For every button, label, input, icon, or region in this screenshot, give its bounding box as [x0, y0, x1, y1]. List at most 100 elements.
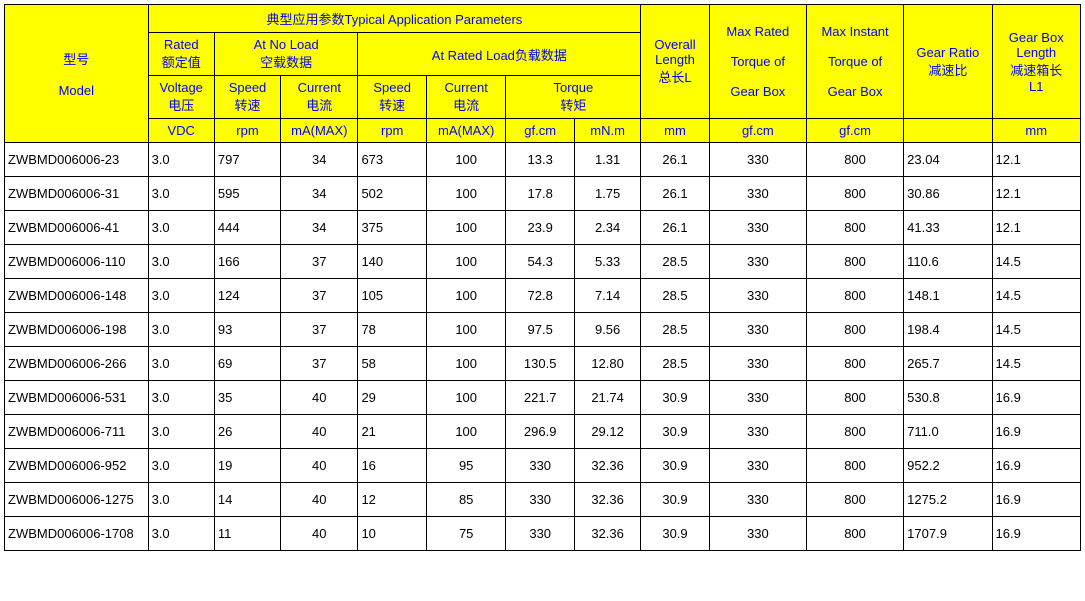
overall-length-cell: 28.5: [641, 245, 709, 279]
model-cell: ZWBMD006006-266: [5, 347, 149, 381]
torque-gfcm-cell: 296.9: [506, 415, 574, 449]
max-instant-torque-cell: 800: [806, 143, 903, 177]
header-rated-current: Current电流: [426, 76, 506, 119]
max-instant-torque-cell: 800: [806, 211, 903, 245]
table-row: ZWBMD006006-9523.01940169533032.3630.933…: [5, 449, 1081, 483]
max-instant-torque-cell: 800: [806, 279, 903, 313]
noload-speed-cell: 14: [214, 483, 280, 517]
unit-gfcm-torque: gf.cm: [506, 119, 574, 143]
unit-rpm-rated: rpm: [358, 119, 426, 143]
max-instant-torque-cell: 800: [806, 381, 903, 415]
noload-speed-cell: 26: [214, 415, 280, 449]
torque-mnm-cell: 1.31: [574, 143, 640, 177]
noload-current-cell: 37: [281, 245, 358, 279]
gearbox-length-cell: 14.5: [992, 245, 1080, 279]
table-row: ZWBMD006006-1103.01663714010054.35.3328.…: [5, 245, 1081, 279]
gearbox-length-cell: 14.5: [992, 347, 1080, 381]
voltage-cell: 3.0: [148, 381, 214, 415]
overall-length-cell: 30.9: [641, 381, 709, 415]
unit-ma-noload: mA(MAX): [281, 119, 358, 143]
voltage-cell: 3.0: [148, 449, 214, 483]
header-rated-speed: Speed转速: [358, 76, 426, 119]
torque-mnm-cell: 5.33: [574, 245, 640, 279]
noload-speed-cell: 797: [214, 143, 280, 177]
rated-speed-cell: 78: [358, 313, 426, 347]
voltage-cell: 3.0: [148, 517, 214, 551]
table-row: ZWBMD006006-313.05953450210017.81.7526.1…: [5, 177, 1081, 211]
gear-ratio-cell: 41.33: [904, 211, 992, 245]
torque-gfcm-cell: 221.7: [506, 381, 574, 415]
table-row: ZWBMD006006-17083.01140107533032.3630.93…: [5, 517, 1081, 551]
model-cell: ZWBMD006006-31: [5, 177, 149, 211]
rated-current-cell: 100: [426, 381, 506, 415]
unit-ma-rated: mA(MAX): [426, 119, 506, 143]
noload-speed-cell: 595: [214, 177, 280, 211]
torque-mnm-cell: 7.14: [574, 279, 640, 313]
torque-gfcm-cell: 17.8: [506, 177, 574, 211]
torque-mnm-cell: 32.36: [574, 449, 640, 483]
overall-length-cell: 26.1: [641, 177, 709, 211]
voltage-cell: 3.0: [148, 211, 214, 245]
overall-length-cell: 30.9: [641, 449, 709, 483]
rated-speed-cell: 58: [358, 347, 426, 381]
rated-current-cell: 100: [426, 177, 506, 211]
max-instant-torque-cell: 800: [806, 313, 903, 347]
torque-mnm-cell: 12.80: [574, 347, 640, 381]
header-noload-speed: Speed转速: [214, 76, 280, 119]
noload-current-cell: 40: [281, 381, 358, 415]
max-instant-torque-cell: 800: [806, 177, 903, 211]
noload-speed-cell: 93: [214, 313, 280, 347]
gear-ratio-cell: 530.8: [904, 381, 992, 415]
rated-current-cell: 100: [426, 415, 506, 449]
rated-speed-cell: 12: [358, 483, 426, 517]
max-rated-torque-cell: 330: [709, 517, 806, 551]
overall-length-cell: 28.5: [641, 347, 709, 381]
voltage-cell: 3.0: [148, 245, 214, 279]
torque-mnm-cell: 2.34: [574, 211, 640, 245]
overall-length-cell: 26.1: [641, 143, 709, 177]
rated-current-cell: 100: [426, 313, 506, 347]
voltage-cell: 3.0: [148, 347, 214, 381]
noload-speed-cell: 35: [214, 381, 280, 415]
torque-gfcm-cell: 330: [506, 449, 574, 483]
table-row: ZWBMD006006-1483.01243710510072.87.1428.…: [5, 279, 1081, 313]
gearbox-length-cell: 16.9: [992, 483, 1080, 517]
table-row: ZWBMD006006-1983.093377810097.59.5628.53…: [5, 313, 1081, 347]
overall-length-cell: 30.9: [641, 483, 709, 517]
noload-speed-cell: 124: [214, 279, 280, 313]
unit-rpm-noload: rpm: [214, 119, 280, 143]
max-rated-torque-cell: 330: [709, 245, 806, 279]
gearbox-length-cell: 14.5: [992, 279, 1080, 313]
gear-ratio-cell: 1707.9: [904, 517, 992, 551]
gear-ratio-cell: 148.1: [904, 279, 992, 313]
header-noload-current: Current电流: [281, 76, 358, 119]
overall-length-cell: 26.1: [641, 211, 709, 245]
torque-mnm-cell: 1.75: [574, 177, 640, 211]
gearbox-length-cell: 16.9: [992, 381, 1080, 415]
noload-current-cell: 40: [281, 449, 358, 483]
max-rated-torque-cell: 330: [709, 381, 806, 415]
gear-ratio-cell: 952.2: [904, 449, 992, 483]
gearbox-length-cell: 16.9: [992, 517, 1080, 551]
torque-mnm-cell: 29.12: [574, 415, 640, 449]
header-overall-length: OverallLength总长L: [641, 5, 709, 119]
torque-mnm-cell: 9.56: [574, 313, 640, 347]
rated-speed-cell: 375: [358, 211, 426, 245]
unit-gfcm-maxinst: gf.cm: [806, 119, 903, 143]
max-rated-torque-cell: 330: [709, 177, 806, 211]
noload-speed-cell: 19: [214, 449, 280, 483]
voltage-cell: 3.0: [148, 415, 214, 449]
rated-speed-cell: 105: [358, 279, 426, 313]
max-instant-torque-cell: 800: [806, 483, 903, 517]
gearbox-length-cell: 14.5: [992, 313, 1080, 347]
gear-ratio-cell: 1275.2: [904, 483, 992, 517]
rated-current-cell: 100: [426, 279, 506, 313]
model-cell: ZWBMD006006-23: [5, 143, 149, 177]
max-rated-torque-cell: 330: [709, 415, 806, 449]
torque-gfcm-cell: 97.5: [506, 313, 574, 347]
noload-speed-cell: 444: [214, 211, 280, 245]
header-gearbox-length: Gear BoxLength减速箱长L1: [992, 5, 1080, 119]
model-cell: ZWBMD006006-952: [5, 449, 149, 483]
gear-ratio-cell: 198.4: [904, 313, 992, 347]
max-rated-torque-cell: 330: [709, 483, 806, 517]
